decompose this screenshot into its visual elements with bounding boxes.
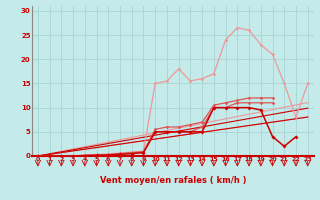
X-axis label: Vent moyen/en rafales ( km/h ): Vent moyen/en rafales ( km/h ) [100,176,246,185]
